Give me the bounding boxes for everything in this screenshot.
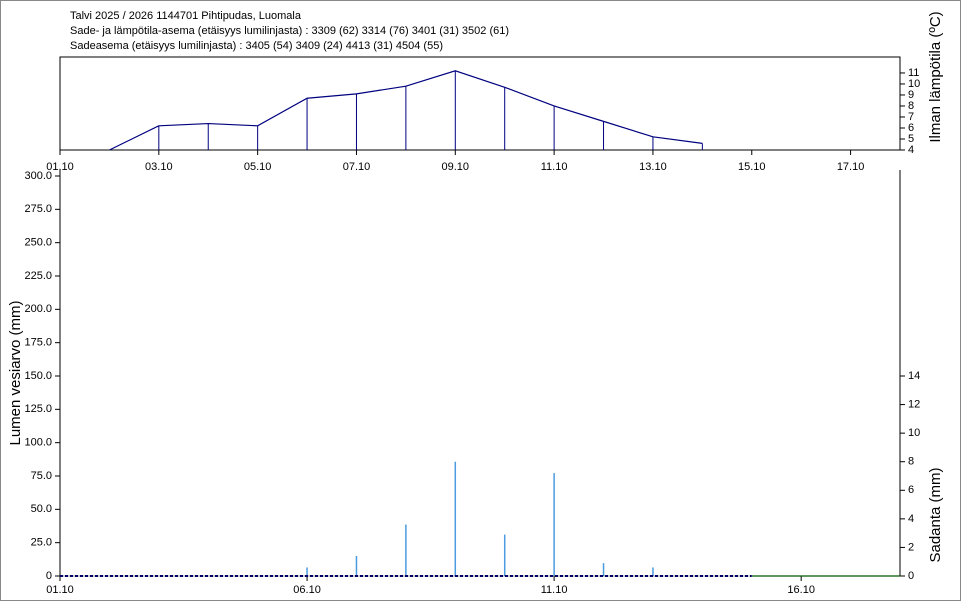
y2-tick-label: 2 <box>908 541 914 553</box>
y-tick-label: 250.0 <box>24 237 52 249</box>
y-tick-label: 50.0 <box>31 503 52 515</box>
y-tick-label: 175.0 <box>24 337 52 349</box>
subtitle: Sadeasema (etäisyys lumilinjasta) : 3405… <box>70 40 443 52</box>
y-tick-label: 275.0 <box>24 203 52 215</box>
x-tick-label: 09.10 <box>442 161 470 173</box>
y2-tick-label: 4 <box>908 513 914 525</box>
top-plot-frame <box>59 56 901 151</box>
y-tick-label: 125.0 <box>24 403 52 415</box>
y2-tick-label: 10 <box>908 78 920 90</box>
y2-tick-label: 8 <box>908 456 914 468</box>
y2-tick-label: 6 <box>908 484 914 496</box>
y2-tick-label: 11 <box>908 67 919 79</box>
y-tick-label: 0 <box>46 570 52 582</box>
chart-title: Talvi 2025 / 2026 1144701 Pihtipudas, Lu… <box>70 10 302 22</box>
data-line <box>109 70 703 151</box>
x-tick-label: 17.10 <box>837 161 865 173</box>
y2-tick-label: 14 <box>908 370 920 382</box>
y-tick-label: 100.0 <box>24 437 52 449</box>
y-tick-label: 75.0 <box>31 470 52 482</box>
y2-axis-title: Ilman lämpötila (ºC) <box>927 11 944 142</box>
y2-tick-label: 5 <box>908 133 914 145</box>
y-tick-label: 150.0 <box>24 370 52 382</box>
x-tick-label: 11.10 <box>541 584 568 596</box>
y-tick-label: 225.0 <box>24 270 52 282</box>
y2-tick-label: 8 <box>908 100 914 112</box>
x-tick-label: 05.10 <box>244 161 272 173</box>
subtitle: Sade- ja lämpötila-asema (etäisyys lumil… <box>70 25 509 37</box>
y-tick-label: 25.0 <box>31 537 52 549</box>
y2-tick-label: 7 <box>908 111 914 123</box>
y-tick-label: 300.0 <box>24 170 52 182</box>
x-tick-label: 01.10 <box>46 161 74 173</box>
y2-tick-label: 10 <box>908 427 920 439</box>
y-tick-label: 200.0 <box>24 303 52 315</box>
y2-tick-label: 0 <box>908 570 914 582</box>
y2-tick-label: 4 <box>908 144 914 156</box>
x-tick-label: 13.10 <box>639 161 667 173</box>
y2-tick-label: 6 <box>908 122 914 134</box>
y2-tick-label: 9 <box>908 89 914 101</box>
y2-axis-title: Sadanta (mm) <box>927 467 944 562</box>
x-tick-label: 03.10 <box>145 161 173 173</box>
x-tick-label: 07.10 <box>343 161 371 173</box>
x-tick-label: 01.10 <box>46 584 74 596</box>
x-tick-label: 16.10 <box>787 584 815 596</box>
x-tick-label: 15.10 <box>738 161 766 173</box>
y2-tick-label: 12 <box>908 398 920 410</box>
x-tick-label: 06.10 <box>293 584 321 596</box>
x-tick-label: 11.10 <box>541 161 568 173</box>
y-axis-title: Lumen vesiarvo (mm) <box>7 300 24 445</box>
